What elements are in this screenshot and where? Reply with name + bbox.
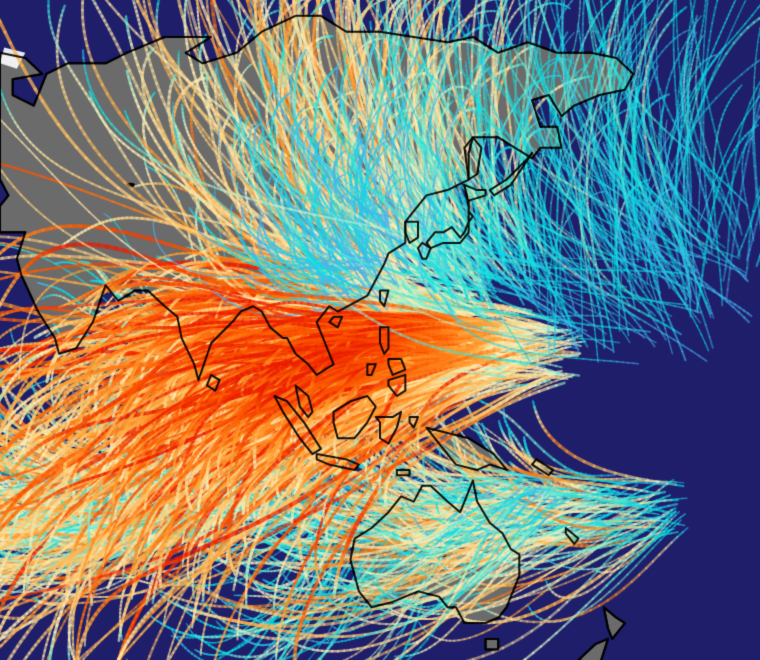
- world-cyclone-track-canvas: [0, 0, 760, 660]
- cyclone-track-map-figure: Global Tropical Cyclone Tracks Western N…: [0, 0, 760, 660]
